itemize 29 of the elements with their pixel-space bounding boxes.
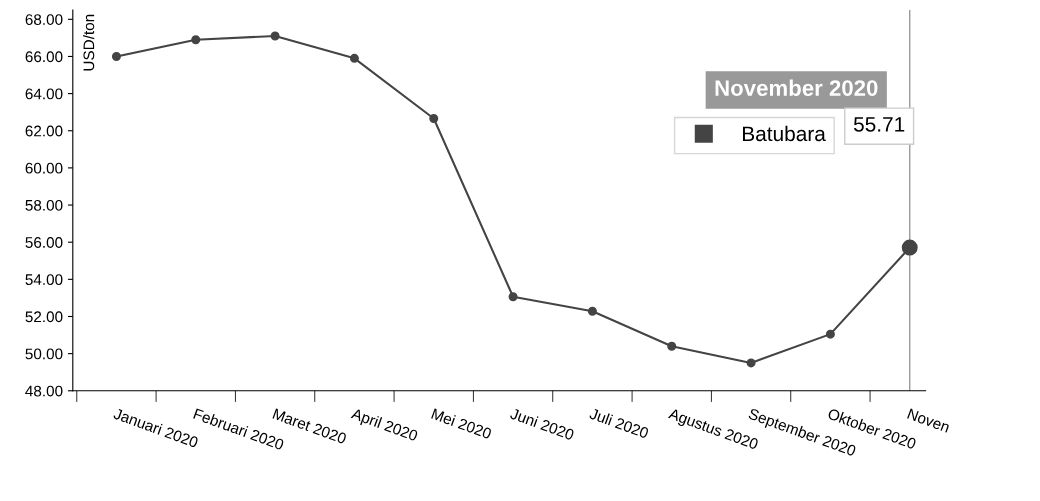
x-tick-label: Juni 2020 bbox=[509, 407, 575, 441]
point bbox=[270, 31, 280, 41]
legend-label: Batubara bbox=[743, 125, 826, 142]
annotation: 55.71 bbox=[853, 117, 905, 132]
point bbox=[746, 358, 756, 368]
point bbox=[191, 35, 201, 45]
point bbox=[587, 306, 597, 316]
x-tick-label: Juli 2020 bbox=[588, 407, 650, 439]
y-tick-label: 52.00 bbox=[25, 311, 63, 323]
point bbox=[667, 341, 677, 351]
y-axis-title: USD/ton bbox=[83, 14, 95, 71]
y-tick-label: 68.00 bbox=[25, 14, 63, 25]
x-tick-label: Mei 2020 bbox=[431, 407, 493, 440]
y-tick-label: 56.00 bbox=[25, 237, 63, 248]
y-tick-label: 54.00 bbox=[25, 274, 63, 286]
point bbox=[825, 329, 835, 339]
x-tick-label: April 2020 bbox=[349, 407, 419, 445]
y-tick-label: 58.00 bbox=[25, 199, 63, 211]
point bbox=[111, 51, 121, 61]
y-tick-label: 62.00 bbox=[25, 125, 63, 137]
y-tick-label: 48.00 bbox=[25, 385, 63, 397]
point bbox=[508, 292, 518, 302]
y-tick-label: 64.00 bbox=[25, 88, 63, 100]
y-tick-label: 60.00 bbox=[25, 162, 63, 174]
y-tick-label: 50.00 bbox=[25, 348, 63, 360]
annotation: November 2020 bbox=[715, 79, 878, 96]
point bbox=[429, 113, 439, 123]
point bbox=[349, 53, 359, 63]
y-tick-label: 66.00 bbox=[25, 51, 63, 63]
